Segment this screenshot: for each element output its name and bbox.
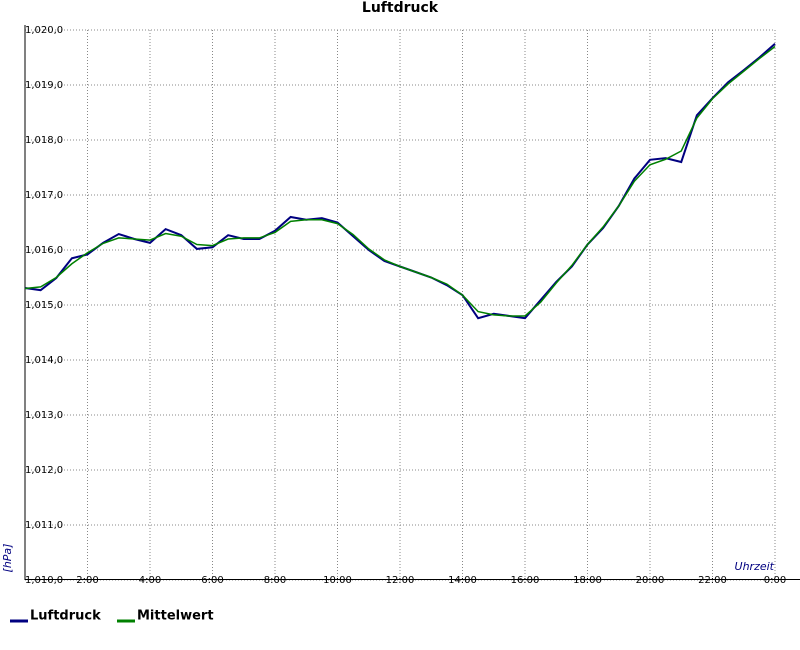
x-tick-label: 12:00 bbox=[386, 575, 415, 586]
x-tick-label: 8:00 bbox=[264, 575, 286, 586]
y-tick-label: 1,014,0 bbox=[25, 355, 63, 366]
y-tick-label: 1,011,0 bbox=[25, 520, 63, 531]
legend-label: Luftdruck bbox=[30, 609, 101, 624]
y-tick-label: 1,020,0 bbox=[25, 25, 63, 36]
x-tick-label: 0:00 bbox=[764, 575, 786, 586]
data-line bbox=[24, 45, 776, 317]
x-tick-label: 14:00 bbox=[448, 575, 477, 586]
x-axis-label: Uhrzeit bbox=[735, 560, 775, 573]
y-tick-label: 1,013,0 bbox=[25, 410, 63, 421]
x-tick-label: 22:00 bbox=[698, 575, 727, 586]
y-tick-label: 1,010,0 bbox=[25, 575, 63, 586]
y-tick-label: 1,016,0 bbox=[25, 245, 63, 256]
chart-title: Luftdruck bbox=[362, 0, 439, 16]
x-tick-label: 18:00 bbox=[573, 575, 602, 586]
y-tick-label: 1,019,0 bbox=[25, 80, 63, 91]
x-tick-label: 16:00 bbox=[511, 575, 540, 586]
y-tick-label: 1,015,0 bbox=[25, 300, 63, 311]
y-tick-label: 1,018,0 bbox=[25, 135, 63, 146]
x-tick-label: 10:00 bbox=[323, 575, 352, 586]
x-tick-label: 2:00 bbox=[76, 575, 98, 586]
x-tick-label: 20:00 bbox=[636, 575, 665, 586]
legend-label: Mittelwert bbox=[137, 609, 214, 624]
x-tick-label: 6:00 bbox=[201, 575, 223, 586]
y-axis-label: [hPa] bbox=[1, 544, 14, 573]
y-tick-label: 1,012,0 bbox=[25, 465, 63, 476]
y-tick-label: 1,017,0 bbox=[25, 190, 63, 201]
x-tick-label: 4:00 bbox=[139, 575, 161, 586]
